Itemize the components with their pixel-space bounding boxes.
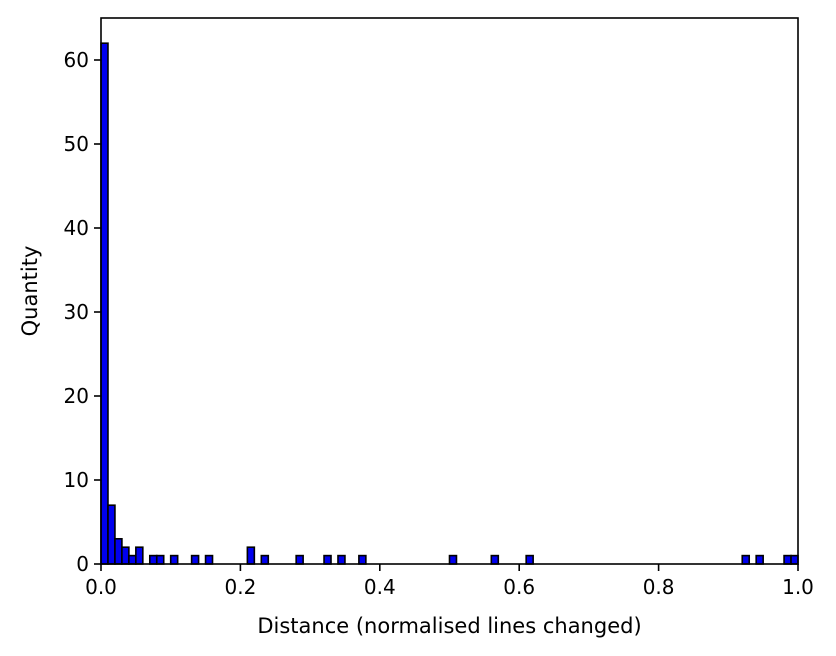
- histogram-bar: [100, 42, 109, 565]
- y-tick-label: 30: [64, 300, 89, 324]
- y-tick-label: 10: [64, 468, 89, 492]
- y-tick-label: 0: [76, 552, 89, 576]
- histogram-bar: [741, 554, 751, 565]
- x-tick-label: 0.4: [364, 575, 396, 599]
- histogram-bar: [169, 554, 179, 565]
- histogram-bar: [148, 554, 158, 565]
- histogram-bar: [525, 554, 534, 565]
- x-tick-label: 1.0: [782, 575, 814, 599]
- x-tick-label: 0.6: [503, 575, 535, 599]
- x-tick-label: 0.0: [85, 575, 117, 599]
- histogram-bar: [128, 554, 137, 565]
- histogram-bar: [204, 554, 214, 565]
- histogram-bar: [783, 554, 792, 565]
- histogram-bar: [260, 554, 270, 565]
- histogram-bar: [114, 537, 123, 565]
- histogram-bar: [190, 554, 200, 565]
- histogram-bar: [246, 546, 256, 565]
- histogram-bar: [337, 554, 346, 565]
- histogram-bar: [295, 554, 304, 565]
- y-axis-ticks: 0 10 20 30 40 50 60: [64, 48, 101, 576]
- y-tick-label: 20: [64, 384, 89, 408]
- histogram-bar: [790, 554, 799, 565]
- bars-group: [100, 42, 799, 565]
- histogram-bar: [107, 504, 116, 565]
- plot-frame: [100, 17, 799, 565]
- histogram-bar: [490, 554, 500, 565]
- x-axis-label: Distance (normalised lines changed): [257, 614, 641, 638]
- histogram-bar: [323, 554, 332, 565]
- histogram-bar: [135, 546, 144, 565]
- y-tick-label: 50: [64, 132, 89, 156]
- x-tick-label: 0.8: [643, 575, 675, 599]
- histogram-bar: [121, 546, 130, 565]
- histogram-bar: [155, 554, 165, 565]
- y-tick-label: 40: [64, 216, 89, 240]
- histogram-bar: [448, 554, 458, 565]
- histogram-bar: [755, 554, 764, 565]
- x-tick-label: 0.2: [224, 575, 256, 599]
- y-axis-label: Quantity: [18, 246, 42, 337]
- x-axis-ticks: 0.0 0.2 0.4 0.6 0.8 1.0: [85, 564, 814, 599]
- histogram-bar: [358, 554, 367, 565]
- y-tick-label: 60: [64, 48, 89, 72]
